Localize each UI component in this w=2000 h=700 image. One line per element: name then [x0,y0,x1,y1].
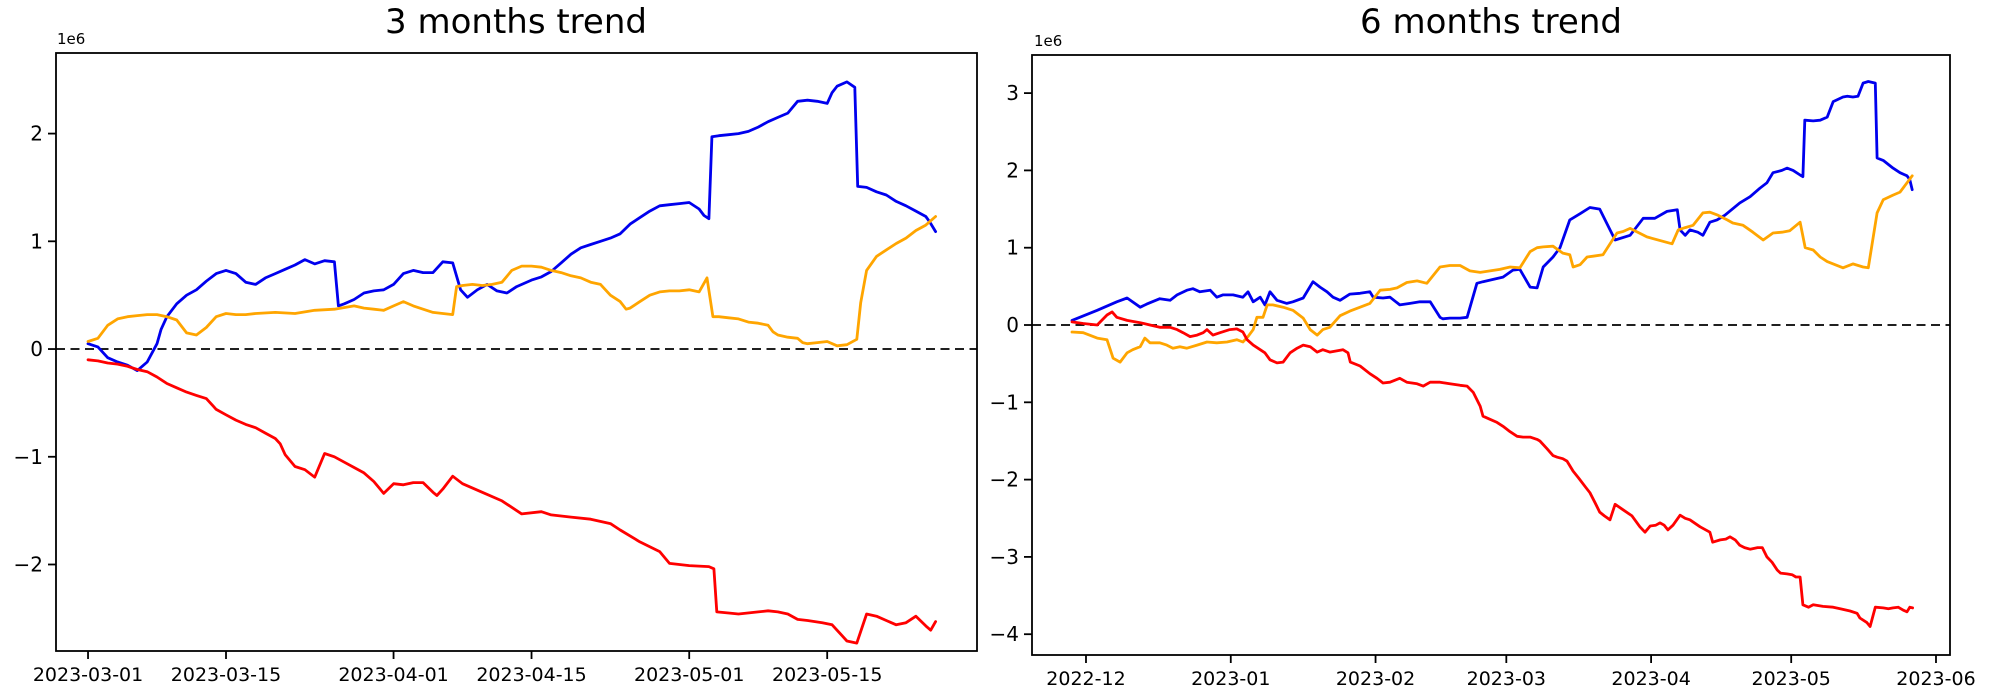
x-tick-label: 2023-06 [1896,668,1975,690]
x-tick-label: 2023-05-01 [634,664,744,686]
y-tick-label: −2 [990,468,1019,492]
blue-series-line [1070,80,1914,322]
red-series-line [1070,310,1914,628]
chart-title-right: 6 months trend [1360,2,1622,42]
y-tick-label: −3 [990,545,1019,569]
y-tick-label: −1 [14,445,43,469]
x-tick-label: 2023-04-01 [338,664,448,686]
y-tick-label: −4 [990,622,1019,646]
y-tick-label: −2 [14,552,43,576]
x-tick-label: 2023-03-01 [33,664,143,686]
x-tick-label: 2022-12 [1046,668,1125,690]
y-tick-label: 3 [1006,81,1019,105]
x-tick-label: 2023-05-15 [772,664,882,686]
y-tick-label: 1 [30,229,43,253]
y-tick-label: 1 [1006,236,1019,260]
chart-0: 2023-03-01 2023-03-15 2023-04-01 2023-04-15… [14,52,978,686]
chart-title-left: 3 months trend [385,2,647,42]
blue-series-line [86,80,937,373]
red-series-line [86,358,937,645]
y-tick-label: 0 [30,337,43,361]
axes-spines [1031,54,1951,656]
x-tick-label: 2023-01 [1191,668,1270,690]
orange-series-line [1070,174,1914,364]
y-axis-scale-label-left: 1e6 [57,30,86,48]
y-tick-label: −1 [990,390,1019,414]
y-tick-label: 0 [1006,313,1019,337]
y-tick-label: 2 [30,122,43,146]
x-tick-label: 2023-04 [1611,668,1690,690]
axes-spines [55,52,978,652]
orange-series-line [86,215,937,348]
x-tick-label: 2023-03-15 [171,664,281,686]
x-tick-label: 2023-02 [1336,668,1415,690]
x-tick-label: 2023-04-15 [476,664,586,686]
y-axis-scale-label-right: 1e6 [1034,32,1063,50]
y-tick-label: 2 [1006,158,1019,182]
x-tick-label: 2023-05 [1752,668,1831,690]
chart-1: 2022-12 2023-01 2023-02 2023-03 2023-04 2023-… [990,54,1976,690]
x-tick-label: 2023-03 [1467,668,1546,690]
